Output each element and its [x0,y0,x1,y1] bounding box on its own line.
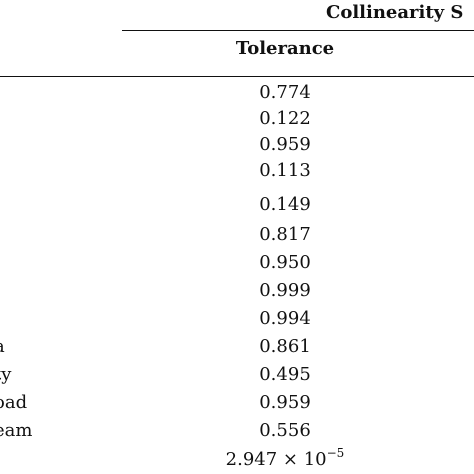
tolerance-value: 0.994 [259,308,311,329]
collinearity-group-header: Collinearity S [326,2,464,23]
tolerance-value: 0.774 [259,82,311,103]
tolerance-value: 0.149 [259,194,311,215]
table-row: 2.947 × 10−5 [0,446,474,472]
table-row: 0.817 [0,224,474,250]
tolerance-exponent: −5 [326,446,345,460]
tolerance-value: 0.999 [259,280,311,301]
table-row: a 0.861 [0,336,474,362]
tolerance-value: 0.959 [259,392,311,413]
tolerance-value: 2.947 × 10−5 [175,446,395,470]
header-rule [0,76,474,77]
table-row: 0.149 [0,194,474,220]
table-row: 0.774 [0,82,474,108]
tolerance-value: 0.950 [259,252,311,273]
tolerance-value: 0.495 [259,364,311,385]
tolerance-value: 0.959 [259,134,311,155]
tolerance-value: 0.861 [259,336,311,357]
table-row: 0.999 [0,280,474,306]
row-label: eam [0,420,33,441]
row-label: oad [0,392,28,413]
table-row: 0.113 [0,160,474,186]
table-row: 0.122 [0,108,474,134]
tolerance-value: 0.817 [259,224,311,245]
group-header-rule [122,30,474,31]
tolerance-value: 0.122 [259,108,311,129]
row-label: ty [0,364,12,385]
tolerance-mantissa: 2.947 × 10 [225,449,327,470]
tolerance-value: 0.556 [259,420,311,441]
table-row: 0.994 [0,308,474,334]
table-row: ty 0.495 [0,364,474,390]
table-row: 0.950 [0,252,474,278]
row-label: a [0,336,5,357]
table-row: 0.959 [0,134,474,160]
table-row: eam 0.556 [0,420,474,446]
tolerance-column-header: Tolerance [235,38,335,59]
tolerance-value: 0.113 [259,160,311,181]
table-row: oad 0.959 [0,392,474,418]
